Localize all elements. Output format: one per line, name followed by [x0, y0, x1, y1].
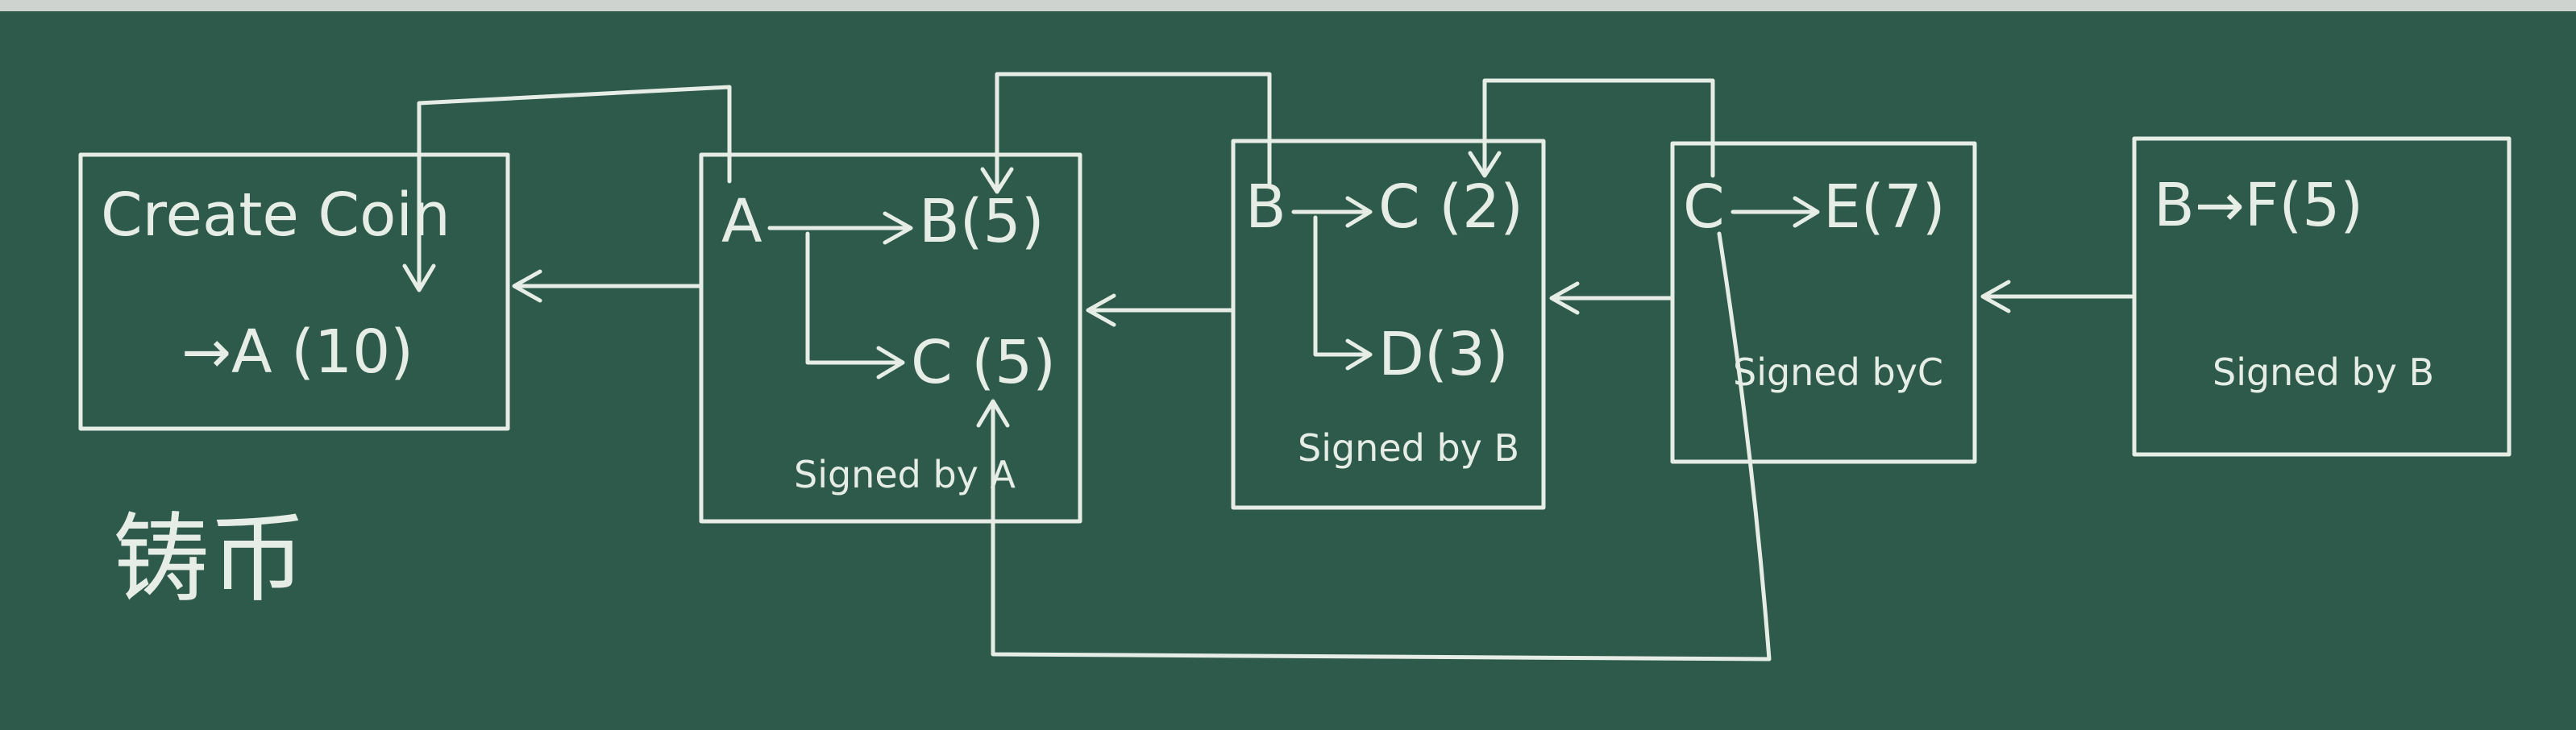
ref-b-to-block2: [980, 72, 1272, 194]
arrow-to-b: [767, 211, 913, 245]
block-chain-pointers: [512, 269, 2137, 327]
block-tx-c: C E(7) Signed byC: [1670, 141, 1977, 464]
board-frame: [0, 0, 2576, 11]
ref-c-to-block3: [1468, 78, 1715, 178]
output-c2: C (2): [1378, 172, 1523, 242]
arrow-to-c2: [1291, 196, 1373, 228]
block-frame: [1231, 139, 1546, 510]
signature-a: Signed by A: [794, 453, 1016, 496]
block-frame: [1670, 141, 1977, 464]
pointer-to-block2: [1086, 293, 1236, 327]
block-tx-b2: B→F(5) Signed by B: [2132, 136, 2512, 457]
signature-b2: Signed by B: [2212, 350, 2434, 394]
output-e: E(7): [1823, 172, 1946, 242]
arrow-to-c: [805, 231, 905, 380]
block-tx-a: A B(5) C (5) Signed by A: [699, 152, 1082, 524]
signature-b: Signed by B: [1298, 426, 1519, 470]
ref-c-to-block2: [976, 231, 1772, 662]
sender-c: C: [1683, 172, 1725, 242]
output-b: B(5): [919, 187, 1045, 256]
sender-b: B: [1245, 172, 1286, 242]
signature-c: Signed byC: [1733, 350, 1943, 394]
block-tx-b: B C (2) D(3) Signed by B: [1231, 139, 1546, 510]
block-frame: [699, 152, 1082, 524]
pointer-to-block3: [1549, 281, 1675, 315]
arrow-to-d: [1313, 215, 1373, 371]
pointer-to-block1: [512, 269, 704, 303]
output-c: C (5): [911, 328, 1056, 397]
pointer-to-block4: [1980, 280, 2137, 313]
ref-a-to-mint: [402, 85, 732, 292]
mint-note: 铸币: [113, 504, 306, 616]
coin-source-references: [402, 72, 1772, 662]
mint-output: →A (10): [181, 317, 413, 387]
sender-a: A: [721, 187, 762, 256]
create-coin-label: Create Coin: [101, 180, 451, 250]
block-create-coin: Create Coin →A (10): [78, 152, 510, 431]
arrow-to-e: [1730, 196, 1820, 228]
output-d: D(3): [1378, 320, 1509, 389]
block-frame: [78, 152, 510, 431]
transfer-b-to-f: B→F(5): [2154, 171, 2363, 240]
